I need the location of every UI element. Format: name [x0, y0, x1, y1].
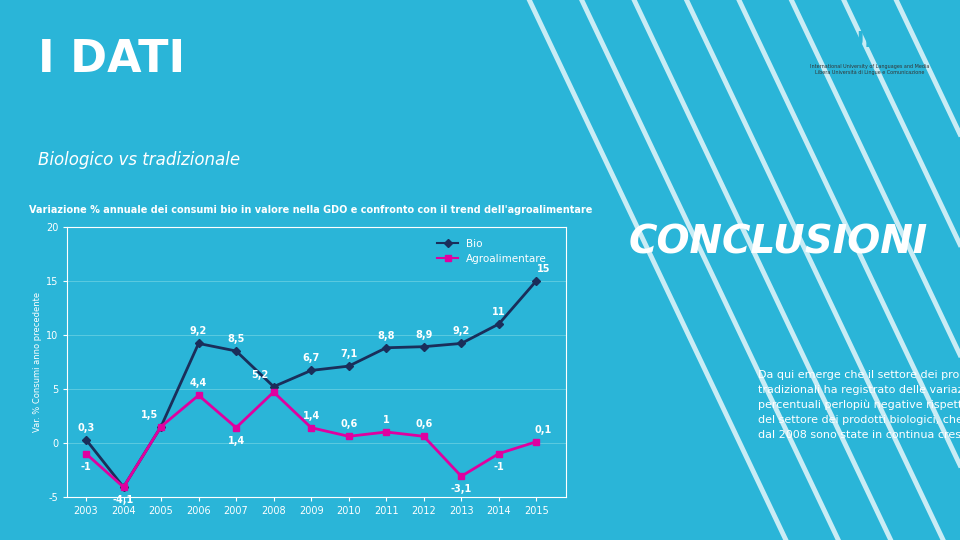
Text: Biologico vs tradizionale: Biologico vs tradizionale — [38, 151, 241, 169]
Text: 1,5: 1,5 — [141, 410, 158, 420]
Text: 7,1: 7,1 — [340, 349, 357, 359]
Y-axis label: Var. % Consumi anno precedente: Var. % Consumi anno precedente — [33, 292, 41, 432]
Text: 9,2: 9,2 — [453, 327, 470, 336]
Text: 0,6: 0,6 — [415, 420, 432, 429]
Text: -1: -1 — [493, 462, 504, 471]
Text: CONCLUSIONI: CONCLUSIONI — [629, 224, 928, 262]
Text: -1: -1 — [81, 462, 91, 471]
Text: 0,6: 0,6 — [340, 420, 357, 429]
Text: Da qui emerge che il settore dei prodotti
tradizionali ha registrato delle varia: Da qui emerge che il settore dei prodott… — [758, 370, 960, 440]
Text: -3,1: -3,1 — [450, 484, 472, 494]
Text: I DATI: I DATI — [38, 38, 185, 81]
Legend: Bio, Agroalimentare: Bio, Agroalimentare — [433, 235, 551, 268]
Text: Variazione % annuale dei consumi bio in valore nella GDO e confronto con il tren: Variazione % annuale dei consumi bio in … — [29, 205, 592, 215]
Text: 8,8: 8,8 — [377, 331, 395, 341]
Text: -4,1: -4,1 — [113, 495, 134, 505]
Text: 11: 11 — [492, 307, 506, 317]
Text: 8,5: 8,5 — [228, 334, 245, 344]
Text: IULM: IULM — [840, 31, 899, 51]
Text: 9,2: 9,2 — [190, 327, 207, 336]
Text: 1: 1 — [383, 415, 390, 425]
Text: 1,4: 1,4 — [302, 411, 320, 421]
Text: 6,7: 6,7 — [302, 354, 320, 363]
Text: 5,2: 5,2 — [252, 370, 269, 380]
Text: 1,4: 1,4 — [228, 436, 245, 446]
Text: International University of Languages and Media
Libera Università di Lingue e Co: International University of Languages an… — [809, 64, 929, 75]
Text: 4,4: 4,4 — [190, 379, 207, 388]
Text: 0,3: 0,3 — [78, 423, 95, 433]
Text: 15: 15 — [537, 264, 550, 274]
Text: 8,9: 8,9 — [415, 330, 432, 340]
Text: 0,1: 0,1 — [535, 425, 552, 435]
